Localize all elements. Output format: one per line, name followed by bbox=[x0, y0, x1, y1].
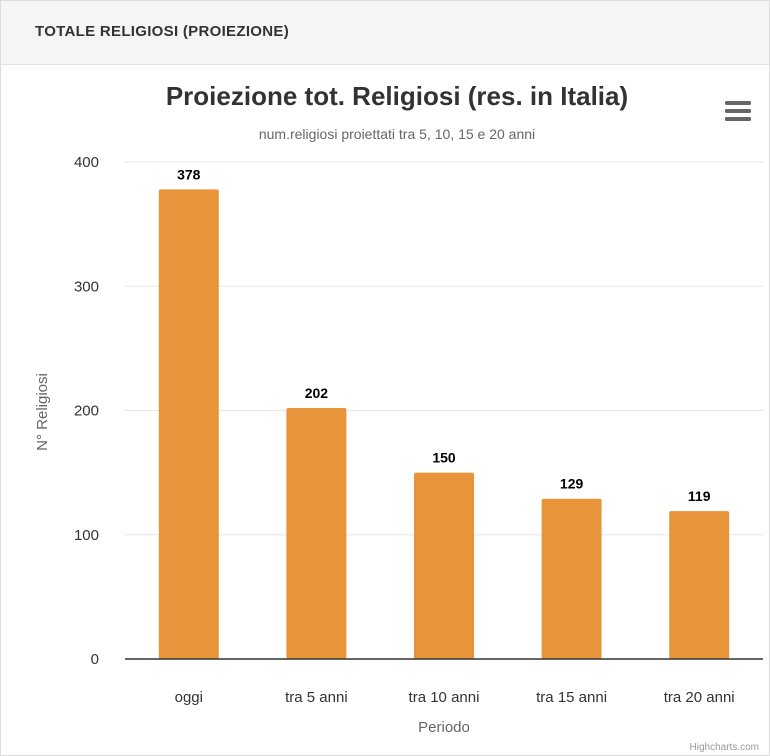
bar[interactable] bbox=[286, 408, 347, 659]
data-label: 378 bbox=[177, 166, 201, 182]
data-label: 150 bbox=[432, 450, 456, 466]
x-tick-label: tra 20 anni bbox=[664, 689, 735, 706]
y-tick-label: 0 bbox=[91, 651, 99, 668]
bars bbox=[158, 189, 730, 659]
y-axis-ticks: 0 100 200 300 400 bbox=[74, 154, 99, 668]
y-tick-label: 300 bbox=[74, 278, 99, 295]
panel-title: TOTALE RELIGIOSI (PROIEZIONE) bbox=[35, 23, 289, 40]
y-tick-label: 400 bbox=[74, 154, 99, 171]
y-tick-label: 100 bbox=[74, 527, 99, 544]
data-label: 119 bbox=[688, 488, 711, 504]
bar[interactable] bbox=[414, 472, 474, 659]
hamburger-menu-icon[interactable] bbox=[723, 97, 753, 123]
chart: Proiezione tot. Religiosi (res. in Itali… bbox=[34, 81, 763, 753]
bar[interactable] bbox=[669, 511, 730, 659]
chart-credits[interactable]: Highcharts.com bbox=[690, 742, 759, 753]
x-tick-label: tra 10 anni bbox=[409, 689, 480, 706]
x-tick-label: oggi bbox=[175, 689, 203, 706]
chart-subtitle: num.religiosi proiettati tra 5, 10, 15 e… bbox=[259, 126, 535, 142]
data-label: 202 bbox=[305, 385, 329, 401]
data-labels: 378 202 150 129 119 bbox=[177, 166, 711, 504]
data-label: 129 bbox=[560, 476, 584, 492]
bar[interactable] bbox=[158, 189, 219, 659]
x-tick-label: tra 5 anni bbox=[285, 689, 348, 706]
bar[interactable] bbox=[541, 498, 602, 659]
x-axis-ticks: oggi tra 5 anni tra 10 anni tra 15 anni tra … bbox=[175, 689, 735, 706]
x-tick-label: tra 15 anni bbox=[536, 689, 607, 706]
y-axis-title: N° Religiosi bbox=[34, 373, 51, 451]
x-axis-title: Periodo bbox=[418, 719, 470, 736]
y-tick-label: 200 bbox=[74, 403, 99, 420]
panel-header: TOTALE RELIGIOSI (PROIEZIONE) bbox=[1, 1, 769, 65]
chart-title: Proiezione tot. Religiosi (res. in Itali… bbox=[166, 81, 628, 111]
